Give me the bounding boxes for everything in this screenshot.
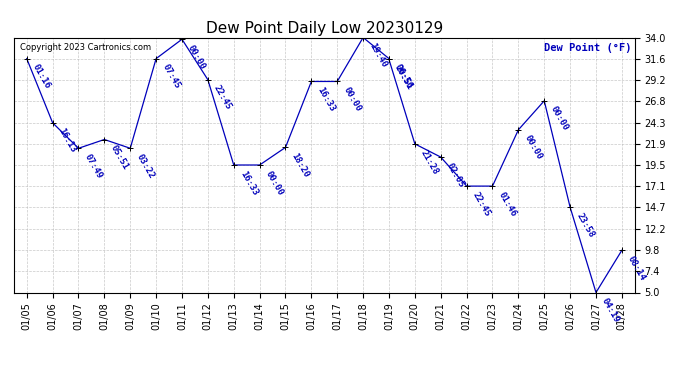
Text: 20:51: 20:51: [393, 64, 415, 92]
Text: 22:45: 22:45: [471, 190, 492, 218]
Text: 00:00: 00:00: [186, 44, 208, 71]
Text: 22:45: 22:45: [212, 84, 233, 112]
Text: 05:51: 05:51: [108, 144, 130, 171]
Text: 00:00: 00:00: [264, 169, 285, 197]
Text: 18:20: 18:20: [290, 152, 311, 179]
Text: 01:46: 01:46: [497, 190, 518, 218]
Text: 16:33: 16:33: [238, 169, 259, 197]
Title: Dew Point Daily Low 20230129: Dew Point Daily Low 20230129: [206, 21, 443, 36]
Text: 07:45: 07:45: [160, 63, 181, 90]
Text: 23:58: 23:58: [574, 211, 595, 239]
Text: 06:56: 06:56: [393, 63, 415, 90]
Text: 03:22: 03:22: [135, 153, 156, 180]
Text: 16:13: 16:13: [57, 127, 78, 155]
Text: 00:00: 00:00: [342, 86, 363, 113]
Text: Dew Point (°F): Dew Point (°F): [544, 43, 632, 52]
Text: 04:19: 04:19: [600, 297, 622, 324]
Text: 16:33: 16:33: [315, 86, 337, 113]
Text: Copyright 2023 Cartronics.com: Copyright 2023 Cartronics.com: [20, 43, 151, 52]
Text: 01:16: 01:16: [31, 63, 52, 90]
Text: 08:14: 08:14: [626, 255, 647, 282]
Text: 00:00: 00:00: [522, 134, 544, 162]
Text: 02:05: 02:05: [445, 161, 466, 189]
Text: 07:49: 07:49: [83, 153, 104, 180]
Text: 00:00: 00:00: [549, 105, 570, 133]
Text: 19:40: 19:40: [367, 42, 388, 69]
Text: 21:28: 21:28: [419, 148, 440, 176]
